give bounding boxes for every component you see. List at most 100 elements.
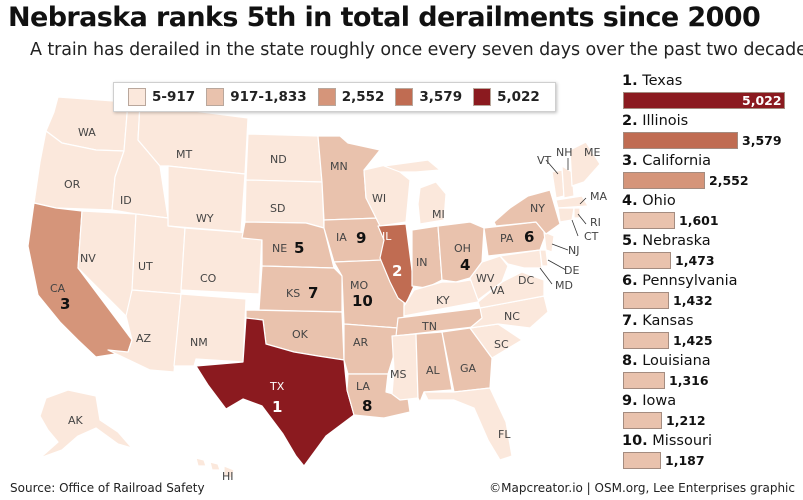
label-tx: TX xyxy=(269,380,285,393)
label-wi: WI xyxy=(372,192,386,205)
label-ri: RI xyxy=(590,216,601,229)
label-dc: DC xyxy=(518,274,534,287)
rank-state-name: Missouri xyxy=(652,433,712,449)
rank-bar xyxy=(623,132,738,149)
rank-number: 6. xyxy=(622,273,638,289)
rank-label: 8. Louisiana xyxy=(622,353,711,369)
legend-label: 2,552 xyxy=(341,89,385,105)
label-nj: NJ xyxy=(568,244,579,257)
rank-oh: 4 xyxy=(460,256,470,274)
label-ok: OK xyxy=(292,328,309,341)
rank-bar xyxy=(623,252,671,269)
label-ia: IA xyxy=(336,231,347,244)
label-ct: CT xyxy=(584,230,599,243)
rank-bar xyxy=(623,452,661,469)
label-ms: MS xyxy=(390,368,406,381)
label-wa: WA xyxy=(78,126,96,139)
label-vt: VT xyxy=(537,154,552,167)
label-fl: FL xyxy=(498,428,511,441)
rank-number: 5. xyxy=(622,233,638,249)
rank-item-1: 1. Texas 5,022 xyxy=(622,73,798,113)
rank-la: 8 xyxy=(362,397,372,415)
legend-item: 2,552 xyxy=(317,88,385,106)
label-nm: NM xyxy=(190,336,208,349)
label-oh: OH xyxy=(454,242,471,255)
rank-number: 2. xyxy=(622,113,638,129)
label-wy: WY xyxy=(196,212,214,225)
legend-item: 917-1,833 xyxy=(206,88,307,106)
rank-pa: 6 xyxy=(524,228,534,246)
rank-mo: 10 xyxy=(352,292,373,310)
label-me: ME xyxy=(584,146,600,159)
legend-swatch xyxy=(128,88,146,106)
state-fl xyxy=(423,387,513,461)
label-la: LA xyxy=(356,380,370,393)
label-hi: HI xyxy=(222,470,234,480)
label-md: MD xyxy=(555,279,573,292)
state-ak xyxy=(39,389,133,459)
label-mo: MO xyxy=(350,279,368,292)
legend-label: 5-917 xyxy=(152,89,196,105)
rank-state-name: Iowa xyxy=(642,393,677,409)
state-ma xyxy=(555,195,589,209)
rank-bar xyxy=(623,92,785,109)
legend-item: 5-917 xyxy=(128,88,195,106)
label-ny: NY xyxy=(530,202,545,215)
rank-ne: 5 xyxy=(294,239,304,257)
rank-bar xyxy=(623,292,669,309)
label-tn: TN xyxy=(421,320,437,333)
label-al: AL xyxy=(426,364,441,377)
label-az: AZ xyxy=(136,332,152,345)
label-sc: SC xyxy=(494,338,509,351)
label-va: VA xyxy=(490,284,505,297)
legend-swatch xyxy=(473,88,492,106)
legend-label: 3,579 xyxy=(419,89,463,105)
label-id: ID xyxy=(120,194,132,207)
label-nv: NV xyxy=(80,252,96,265)
state-ms xyxy=(391,333,419,401)
rank-value: 1,212 xyxy=(666,413,706,428)
rank-number: 4. xyxy=(622,193,638,209)
rank-bar xyxy=(623,412,662,429)
state-il xyxy=(377,223,415,305)
rank-bar xyxy=(623,332,669,349)
rank-state-name: Illinois xyxy=(642,113,689,129)
legend-item: 5,022 xyxy=(473,88,540,106)
label-nd: ND xyxy=(270,153,287,166)
rank-ia: 9 xyxy=(356,229,366,247)
label-ut: UT xyxy=(138,260,153,273)
label-mi: MI xyxy=(432,208,445,221)
rank-label: 9. Iowa xyxy=(622,393,676,409)
rank-label: 7. Kansas xyxy=(622,313,694,329)
rank-value: 1,432 xyxy=(673,293,713,308)
label-ca: CA xyxy=(50,282,66,295)
rank-ks: 7 xyxy=(308,284,318,302)
label-in: IN xyxy=(416,256,427,269)
rank-number: 9. xyxy=(622,393,638,409)
rank-bar xyxy=(623,212,675,229)
rank-number: 10. xyxy=(622,433,648,449)
rank-label: 4. Ohio xyxy=(622,193,676,209)
rank-state-name: Louisiana xyxy=(642,353,711,369)
state-ny xyxy=(493,189,561,235)
state-tx xyxy=(195,317,355,467)
rank-il: 2 xyxy=(392,262,402,280)
label-de: DE xyxy=(564,264,579,277)
chart-subtitle: A train has derailed in the state roughl… xyxy=(30,40,803,60)
rank-value: 2,552 xyxy=(709,173,749,188)
rank-item-6: 6. Pennsylvania 1,432 xyxy=(622,273,798,313)
state-ct xyxy=(557,207,575,223)
state-hi xyxy=(195,457,235,479)
rank-state-name: California xyxy=(642,153,712,169)
state-ky xyxy=(403,279,485,317)
label-co: CO xyxy=(200,272,217,285)
legend-label: 917-1,833 xyxy=(230,89,307,105)
source-note: Source: Office of Railroad Safety xyxy=(10,481,205,495)
legend-swatch xyxy=(317,88,336,106)
rank-tx: 1 xyxy=(272,398,282,416)
label-mt: MT xyxy=(176,148,192,161)
rank-number: 1. xyxy=(622,73,638,89)
state-ks xyxy=(258,265,343,313)
legend-label: 5,022 xyxy=(497,89,540,105)
legend: 5-917 917-1,833 2,552 3,579 5,022 xyxy=(113,82,556,112)
